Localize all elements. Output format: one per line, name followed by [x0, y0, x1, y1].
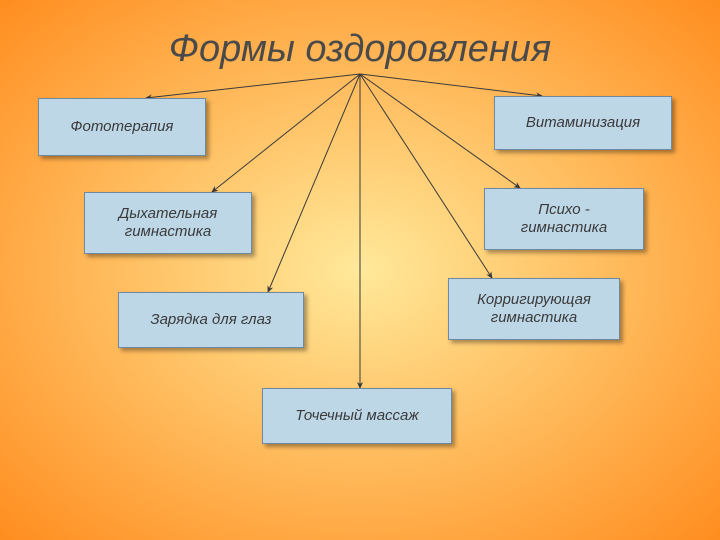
node-n1: Фототерапия — [38, 98, 206, 156]
connector-n2 — [212, 74, 360, 192]
connector-n7 — [360, 74, 542, 96]
node-n5: Корригирующаягимнастика — [448, 278, 620, 340]
connector-n5 — [360, 74, 492, 278]
connector-n1 — [146, 74, 360, 98]
connectors-layer — [0, 0, 720, 540]
node-n3: Зарядка для глаз — [118, 292, 304, 348]
diagram-stage: Формы оздоровления Фототерапия Дыхательна… — [0, 0, 720, 540]
node-n6: Психо -гимнастика — [484, 188, 644, 250]
node-n7: Витаминизация — [494, 96, 672, 150]
diagram-title: Формы оздоровления — [0, 28, 720, 71]
node-n4: Точечный массаж — [262, 388, 452, 444]
connector-n3 — [268, 74, 360, 292]
node-n2: Дыхательнаягимнастика — [84, 192, 252, 254]
